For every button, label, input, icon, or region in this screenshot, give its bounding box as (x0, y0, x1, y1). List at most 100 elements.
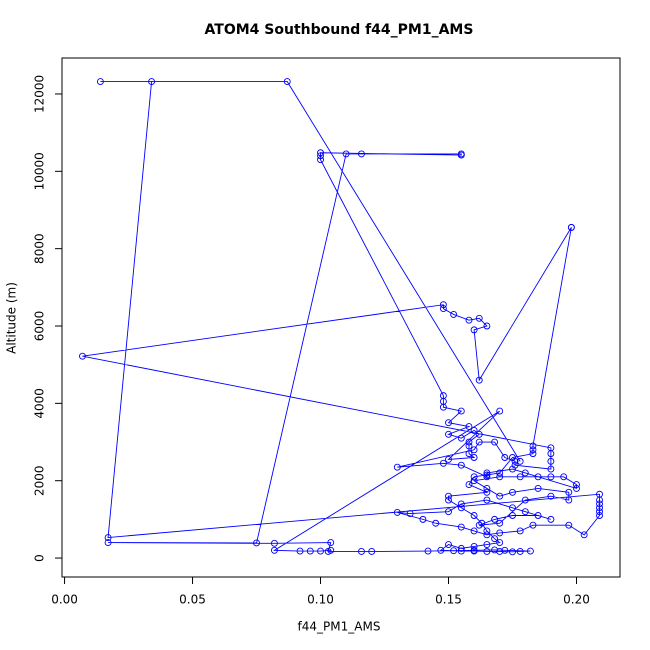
data-point (491, 546, 499, 554)
data-point (270, 539, 278, 547)
y-tick-label: 4000 (33, 388, 47, 419)
data-point (521, 469, 529, 477)
data-point (478, 519, 486, 527)
data-point (439, 459, 447, 467)
data-point (496, 519, 504, 527)
data-point (496, 529, 504, 537)
data-point (317, 149, 324, 157)
data-point (573, 481, 580, 489)
y-axis-label: Altitude (m) (5, 282, 19, 354)
data-point (457, 434, 465, 442)
data-point (253, 539, 260, 547)
data-point (317, 156, 324, 164)
data-point (445, 430, 452, 438)
data-point (483, 473, 491, 481)
data-point (596, 500, 603, 508)
data-point (96, 78, 104, 86)
data-point (509, 488, 516, 496)
data-point (470, 326, 478, 334)
data-point (491, 515, 499, 523)
data-point (509, 512, 516, 519)
data-point (573, 484, 580, 492)
data-point (560, 473, 568, 481)
data-point (104, 539, 112, 547)
data-point (496, 492, 504, 500)
data-point (509, 548, 516, 556)
data-point (509, 504, 516, 512)
data-point (79, 352, 86, 360)
data-point (270, 546, 278, 554)
x-tick-label: 0.05 (179, 593, 206, 607)
data-point (457, 151, 465, 159)
data-point (547, 444, 555, 452)
data-point (432, 519, 440, 527)
data-point (358, 548, 365, 555)
data-point (475, 438, 483, 446)
chart-title: ATOM4 Southbound f44_PM1_AMS (205, 22, 474, 38)
data-point (470, 426, 478, 434)
data-point (534, 473, 542, 481)
data-point (483, 484, 491, 492)
data-point (368, 548, 376, 555)
data-point (450, 547, 458, 555)
y-tick-label: 10000 (33, 152, 47, 190)
data-point (596, 496, 603, 504)
data-point (547, 492, 555, 500)
data-point (529, 521, 537, 529)
data-point (483, 322, 491, 330)
data-point (465, 423, 473, 431)
data-point (483, 469, 491, 477)
data-point (470, 477, 478, 485)
data-point (496, 473, 504, 481)
data-point (439, 301, 447, 309)
data-point (465, 481, 473, 489)
data-point (496, 407, 504, 415)
data-point (439, 305, 447, 313)
y-tick-label: 8000 (33, 233, 47, 264)
data-point (457, 544, 465, 552)
data-point (104, 534, 112, 542)
data-point (547, 515, 555, 523)
data-point (483, 541, 491, 548)
data-point (470, 546, 478, 554)
data-point (475, 430, 483, 438)
data-point (483, 496, 491, 504)
data-point (521, 496, 529, 504)
data-point (445, 419, 452, 427)
x-axis-label: f44_PM1_AMS (298, 620, 381, 634)
data-point (406, 510, 414, 518)
data-point (445, 455, 452, 463)
data-point (526, 547, 534, 555)
data-point (501, 546, 509, 554)
data-point (475, 314, 483, 322)
data-point (470, 446, 478, 454)
data-point (148, 78, 156, 86)
data-point (567, 223, 575, 231)
data-point (465, 450, 473, 458)
data-point (547, 465, 555, 473)
data-point (565, 488, 573, 496)
data-point (516, 548, 524, 555)
data-point (317, 547, 324, 555)
data-point (358, 150, 365, 158)
data-point (306, 547, 314, 555)
data-point (342, 150, 350, 158)
data-point (445, 541, 452, 548)
y-tick-label: 12000 (33, 75, 47, 113)
data-point (327, 539, 335, 547)
data-point (501, 454, 509, 461)
data-point (511, 461, 519, 469)
data-point (483, 548, 491, 555)
data-point (424, 547, 432, 555)
data-point (445, 492, 452, 500)
data-point (534, 484, 542, 492)
data-point (465, 316, 473, 324)
data-point (457, 500, 465, 508)
data-point (483, 488, 491, 496)
data-point (437, 546, 445, 554)
data-point (327, 546, 335, 554)
data-point (457, 547, 465, 555)
data-point (509, 454, 516, 461)
